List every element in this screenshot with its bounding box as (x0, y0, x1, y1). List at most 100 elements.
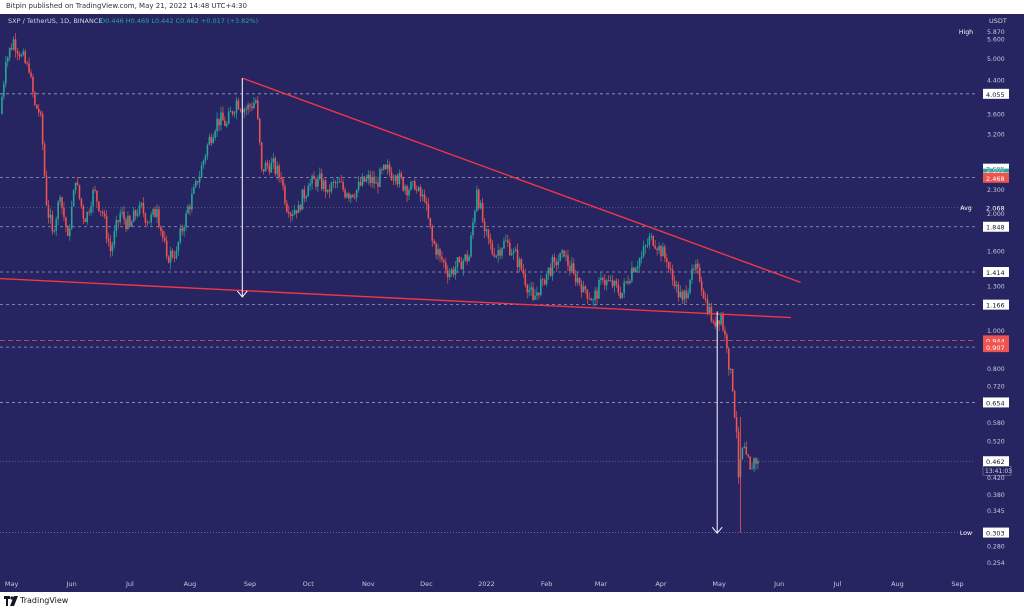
x-tick-label: Jul (125, 580, 134, 588)
candle-body (584, 286, 587, 290)
candle-body (617, 284, 620, 293)
price-level-label: 0.654 (986, 399, 1005, 407)
y-tick-label: 0.520 (987, 439, 1005, 446)
candle-body (567, 255, 569, 266)
candle-body (724, 330, 726, 335)
candle-body (448, 273, 451, 278)
y-tick-label: 0.580 (987, 420, 1005, 427)
candle-body (578, 277, 581, 284)
candle-body (326, 189, 329, 192)
candle-body (218, 118, 220, 126)
candle-body (547, 267, 550, 274)
price-level-label-box (983, 163, 1009, 174)
candle-body (249, 104, 251, 107)
candle-body (594, 290, 596, 300)
candle-body (6, 57, 9, 62)
candle-body (536, 292, 538, 296)
candle-body (404, 186, 406, 191)
candle-body (522, 269, 525, 274)
candle-body (377, 182, 379, 187)
candle-body (144, 213, 147, 223)
publish-bar: Bitpin published on TradingView.com, May… (0, 0, 1024, 14)
candle-body (288, 211, 290, 214)
candle-body (26, 62, 28, 64)
candle-body (32, 76, 34, 93)
candle-body (687, 292, 689, 299)
candle-body (196, 181, 199, 183)
candle-body (320, 173, 323, 189)
candle-body (160, 226, 162, 231)
candle-body (185, 213, 187, 228)
price-level-label: 2.468 (986, 175, 1005, 183)
candle-body (348, 193, 350, 199)
candle-body (245, 109, 247, 110)
candle-body (412, 181, 414, 183)
candle-body (340, 181, 342, 183)
candle-body (146, 222, 149, 224)
candle-body (132, 210, 135, 222)
candle-body (493, 253, 496, 257)
candle-body (78, 184, 81, 199)
candle-body (142, 203, 145, 214)
candle-body (439, 249, 441, 257)
candle-body (222, 112, 224, 121)
candle-body (712, 320, 715, 323)
candle-body (390, 172, 393, 180)
candle-body (251, 106, 253, 109)
candle-body (39, 112, 42, 114)
candle-body (731, 369, 734, 391)
chart-area[interactable]: 4.0552.6052.5292.4742.4682.0681.8481.414… (0, 14, 1024, 592)
candle-body (419, 187, 422, 197)
candle-body (683, 290, 686, 300)
candle-body (338, 181, 341, 183)
candle-body (266, 162, 269, 166)
candle-body (561, 250, 563, 253)
candle-body (369, 174, 372, 183)
candle-body (743, 446, 746, 448)
candle-body (191, 193, 193, 210)
candle-body (714, 322, 717, 327)
price-level-label-box (983, 221, 1009, 232)
candle-body (99, 211, 102, 212)
candle-body (565, 255, 567, 257)
candle-body (382, 164, 385, 170)
candle-body (656, 248, 658, 251)
candle-body (540, 279, 542, 296)
candle-body (400, 173, 403, 178)
candle-body (524, 273, 527, 286)
candle-body (3, 83, 5, 97)
candle-body (231, 111, 234, 115)
candle-body (392, 179, 395, 181)
side-stat-label: Avg (960, 205, 972, 212)
price-chart[interactable]: 4.0552.6052.5292.4742.4682.0681.8481.414… (0, 14, 1024, 592)
candle-body (125, 219, 127, 230)
candle-body (384, 164, 387, 169)
candle-body (402, 177, 404, 191)
candle-body (16, 50, 19, 54)
candle-body (491, 243, 494, 254)
candle-body (414, 181, 416, 190)
candle-body (425, 201, 428, 204)
candle-body (94, 189, 96, 191)
candle-body (237, 100, 240, 110)
x-tick-label: Jul (832, 580, 841, 588)
candle-body (410, 182, 412, 190)
candle-body (332, 181, 335, 183)
price-level-label-box (983, 527, 1009, 538)
candle-body (55, 219, 58, 231)
candle-body (286, 203, 288, 212)
candle-body (633, 267, 635, 273)
candle-body (216, 118, 218, 132)
candle-body (671, 269, 674, 281)
candle-body (253, 102, 255, 109)
side-stat-label: High (959, 29, 973, 36)
candle-body (526, 285, 529, 293)
candle-body (282, 179, 284, 187)
symbol-label: SXP / TetherUS, 1D, BINANCE (8, 17, 103, 25)
candle-body (299, 205, 302, 210)
candle-body (208, 136, 211, 145)
tradingview-brand[interactable]: TradingView (20, 596, 69, 605)
x-tick-label: Apr (655, 580, 667, 588)
candle-body (92, 189, 94, 207)
candle-body (677, 284, 680, 298)
